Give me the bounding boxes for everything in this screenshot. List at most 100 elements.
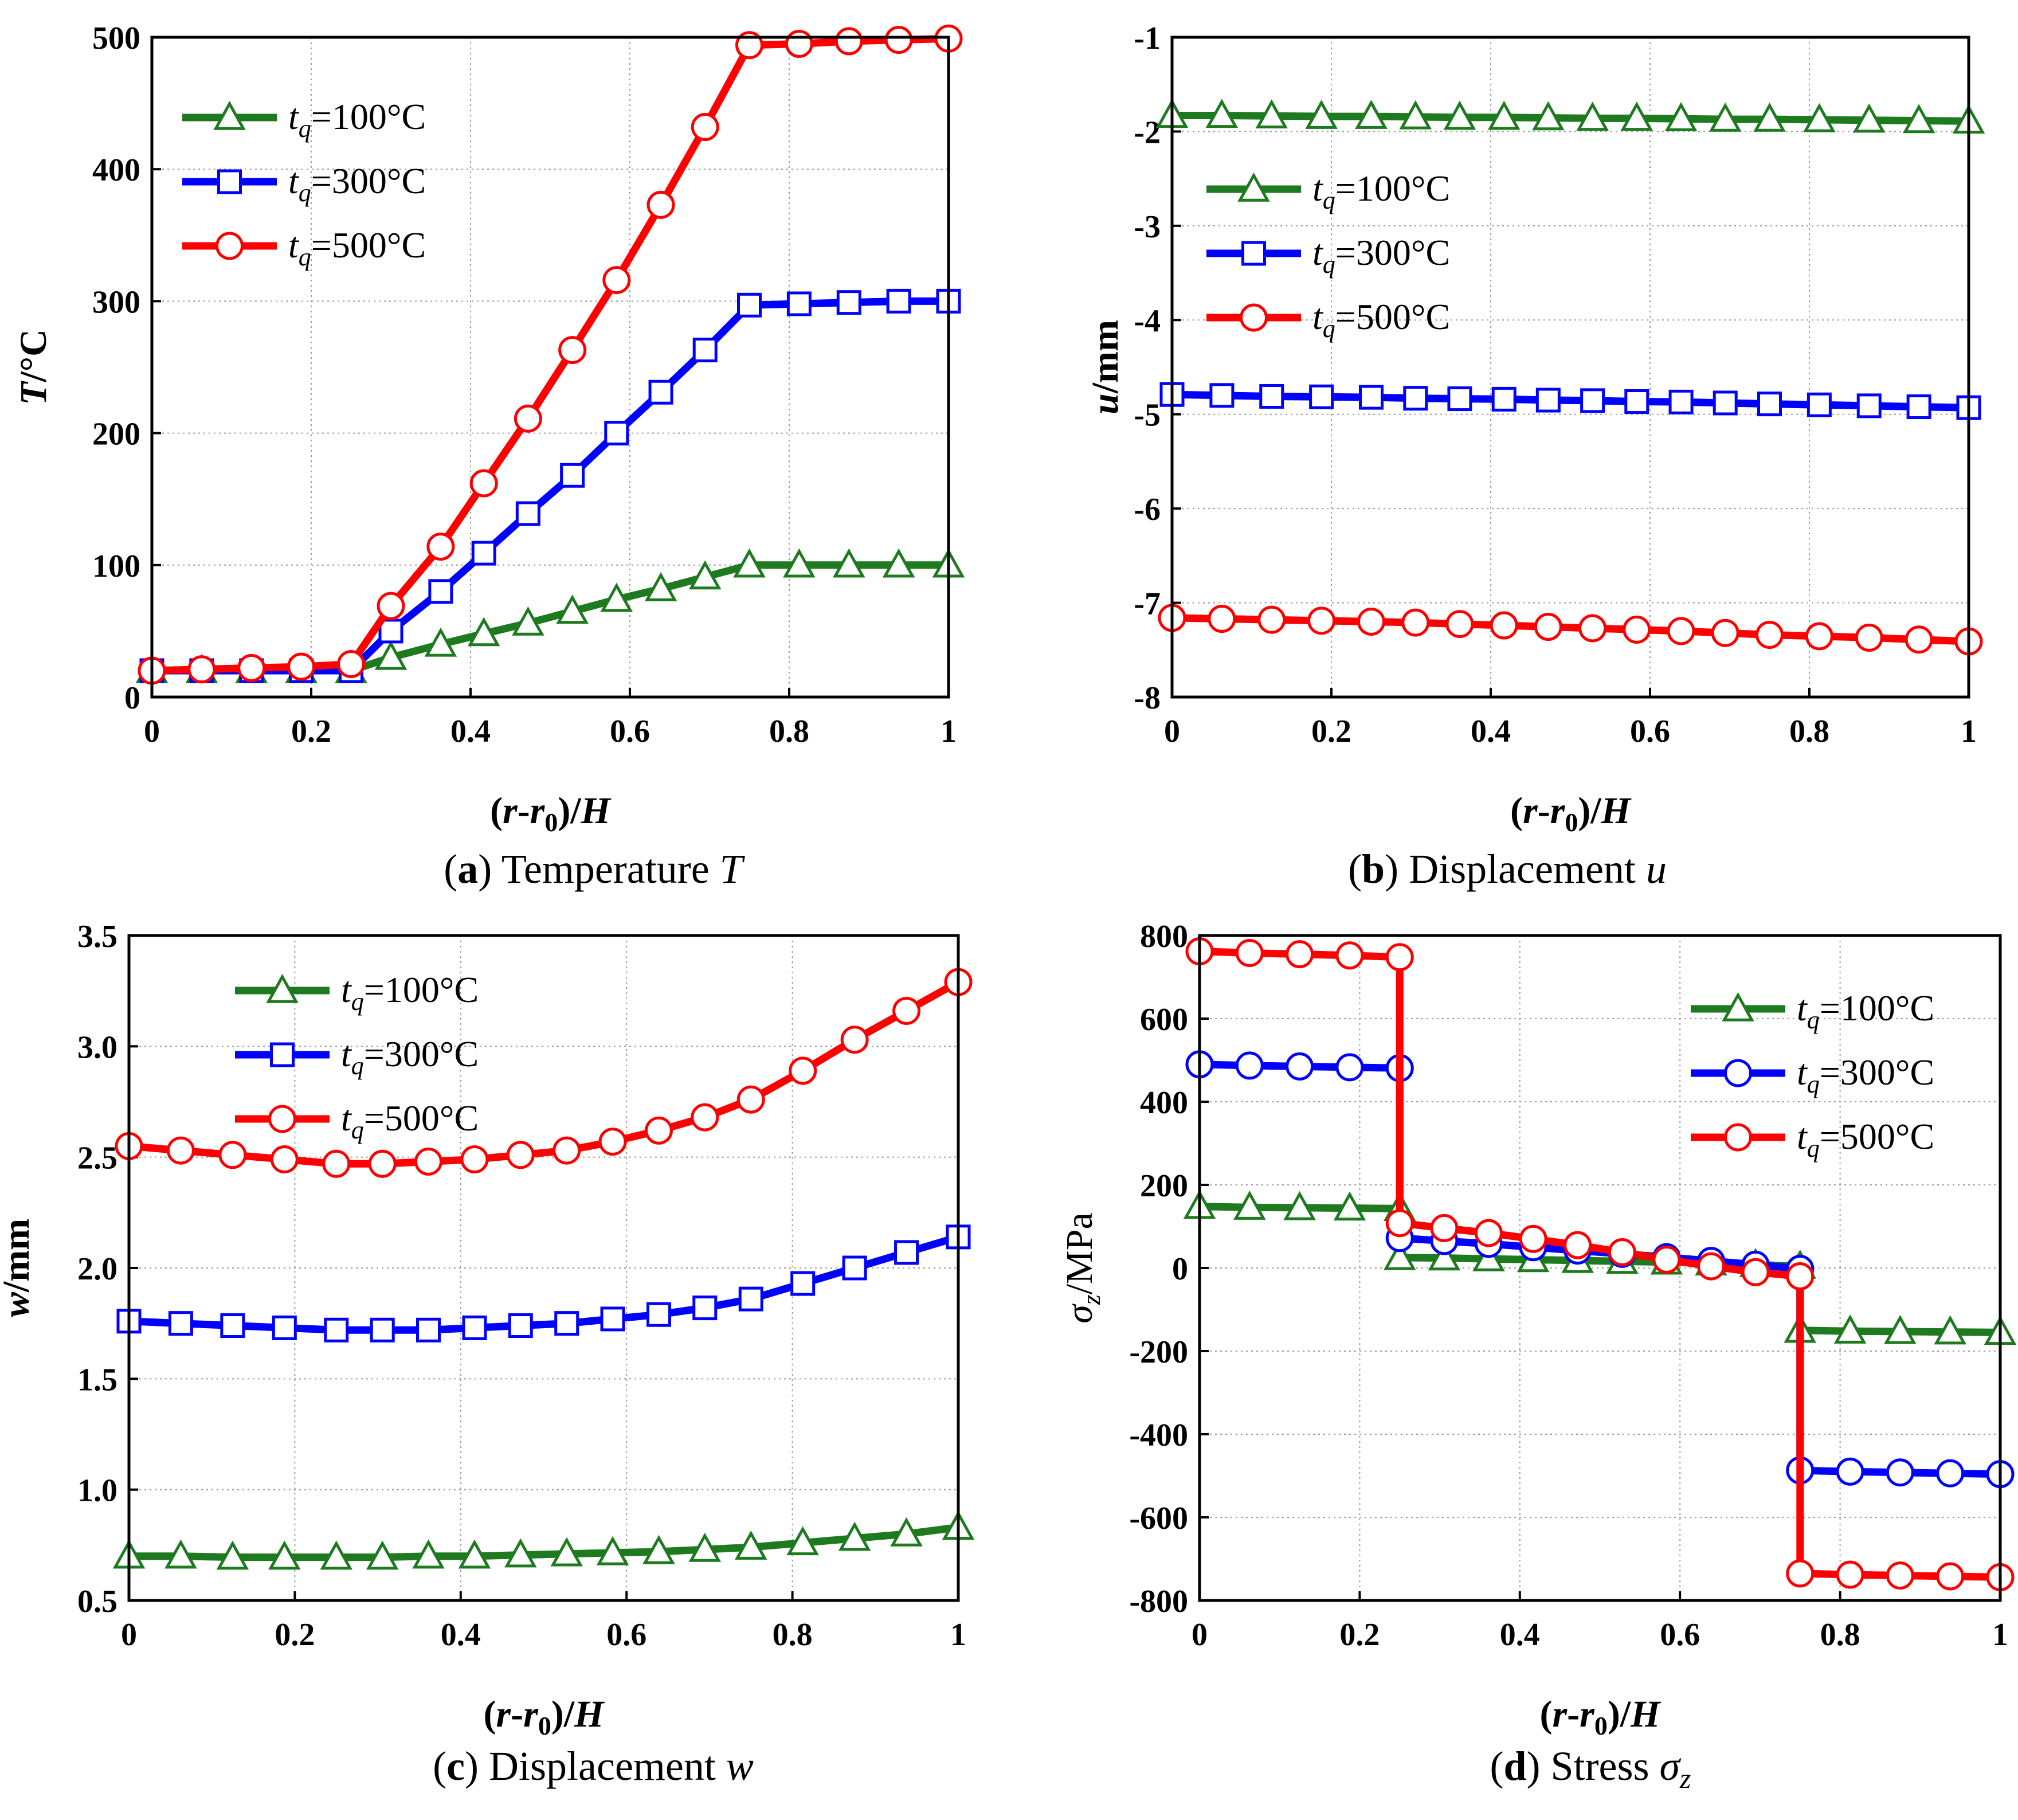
data-point bbox=[1257, 605, 1286, 634]
data-point bbox=[596, 1536, 629, 1565]
y-axis-title: w/mm bbox=[0, 1219, 37, 1317]
data-point bbox=[471, 541, 496, 566]
data-point bbox=[554, 1311, 579, 1336]
data-point bbox=[508, 1313, 533, 1338]
series-1 bbox=[112, 1510, 975, 1570]
data-point bbox=[1491, 386, 1517, 412]
data-point bbox=[892, 996, 921, 1025]
legend-marker bbox=[217, 169, 242, 194]
data-point bbox=[424, 627, 457, 657]
data-point bbox=[598, 1128, 627, 1156]
data-point bbox=[1652, 1246, 1681, 1274]
data-point bbox=[790, 1271, 816, 1296]
data-point bbox=[1697, 1252, 1726, 1281]
x-tick-label: 0 bbox=[1164, 714, 1180, 749]
panel-caption: (c) Displacement w bbox=[433, 1743, 754, 1789]
data-point bbox=[1757, 392, 1782, 417]
x-tick-label: 0.8 bbox=[769, 714, 809, 749]
data-point bbox=[460, 1145, 489, 1174]
data-point bbox=[1805, 622, 1833, 651]
data-point bbox=[691, 1103, 719, 1132]
data-point bbox=[786, 291, 812, 316]
data-point bbox=[735, 31, 763, 60]
panel-caption: (d) Stress σz bbox=[1490, 1743, 1691, 1794]
y-tick-label: 2.0 bbox=[77, 1251, 117, 1287]
data-point bbox=[1623, 615, 1651, 644]
legend-label: tq=500°C bbox=[1312, 296, 1450, 343]
data-point bbox=[1936, 1459, 1965, 1488]
data-point bbox=[216, 1540, 249, 1570]
legend-marker bbox=[268, 1105, 296, 1133]
data-point bbox=[1836, 1457, 1864, 1486]
y-tick-label: -1 bbox=[1134, 21, 1161, 56]
y-tick-label: 200 bbox=[92, 417, 140, 452]
data-point bbox=[789, 1056, 817, 1085]
data-point bbox=[1445, 610, 1474, 639]
data-point bbox=[840, 1026, 869, 1054]
data-point bbox=[1886, 1561, 1914, 1590]
chart-b: 0 0.2 0.4 0.6 0.8 1-8-7-6-5-4-3-2-1tq=100°Ctq… bbox=[1084, 21, 1985, 892]
data-point bbox=[1934, 1315, 1966, 1345]
legend-label: tq=100°C bbox=[288, 96, 426, 143]
data-point bbox=[688, 1532, 722, 1562]
y-tick-label: 2.5 bbox=[77, 1141, 117, 1176]
data-point bbox=[1576, 101, 1609, 131]
data-point bbox=[1403, 386, 1428, 411]
data-point bbox=[428, 579, 453, 604]
data-point bbox=[1286, 940, 1314, 969]
data-point bbox=[1283, 1191, 1316, 1220]
x-tick-label: 0.2 bbox=[1311, 714, 1351, 749]
data-point bbox=[1833, 1314, 1867, 1344]
data-point bbox=[268, 1540, 301, 1570]
data-point bbox=[646, 190, 675, 219]
data-point bbox=[187, 655, 216, 684]
data-point bbox=[786, 1526, 819, 1556]
data-point bbox=[1902, 104, 1935, 134]
data-point bbox=[1309, 384, 1334, 409]
x-tick-label: 1 bbox=[950, 1617, 966, 1653]
data-point bbox=[220, 1313, 245, 1338]
x-tick-label: 0.6 bbox=[1630, 714, 1670, 749]
data-point bbox=[414, 1147, 443, 1176]
y-tick-label: 800 bbox=[1140, 919, 1188, 954]
legend-marker bbox=[1241, 241, 1266, 266]
data-point bbox=[1385, 943, 1414, 972]
data-point bbox=[1443, 100, 1476, 130]
x-tick-label: 0.4 bbox=[441, 1617, 481, 1653]
data-point bbox=[1286, 1052, 1314, 1081]
plot-area bbox=[129, 936, 958, 1600]
data-point bbox=[168, 1311, 193, 1336]
data-point bbox=[886, 288, 911, 314]
data-point bbox=[1855, 623, 1883, 652]
data-point bbox=[556, 594, 589, 624]
x-tick-label: 0.4 bbox=[1500, 1617, 1540, 1653]
legend-marker bbox=[215, 232, 244, 260]
y-tick-label: 0 bbox=[124, 680, 140, 716]
data-point bbox=[644, 572, 677, 601]
data-point bbox=[833, 548, 865, 578]
data-point bbox=[1399, 100, 1432, 130]
y-tick-label: -4 bbox=[1134, 303, 1161, 339]
data-point bbox=[1235, 938, 1264, 967]
data-point bbox=[1624, 389, 1649, 414]
panel-caption: (a) Temperature T bbox=[444, 846, 745, 892]
data-point bbox=[600, 582, 633, 612]
data-point bbox=[642, 1535, 675, 1564]
x-axis-title: (r-r0)/H bbox=[490, 790, 612, 837]
plot-area bbox=[152, 37, 949, 697]
data-point bbox=[1490, 611, 1518, 640]
x-tick-label: 0.4 bbox=[1471, 714, 1511, 749]
legend-marker bbox=[213, 100, 246, 130]
data-point bbox=[416, 1317, 441, 1343]
plot-area bbox=[1200, 936, 2000, 1600]
data-point bbox=[322, 1149, 351, 1178]
data-point bbox=[1620, 101, 1653, 131]
data-point bbox=[270, 1145, 299, 1174]
y-axis-title: σz/MPa bbox=[1059, 1212, 1106, 1324]
y-tick-label: 1.5 bbox=[77, 1362, 117, 1398]
y-tick-label: -6 bbox=[1134, 492, 1161, 527]
y-tick-label: 1.0 bbox=[77, 1473, 117, 1509]
data-point bbox=[1853, 103, 1886, 133]
data-point bbox=[368, 1149, 397, 1178]
data-point bbox=[600, 1306, 625, 1332]
